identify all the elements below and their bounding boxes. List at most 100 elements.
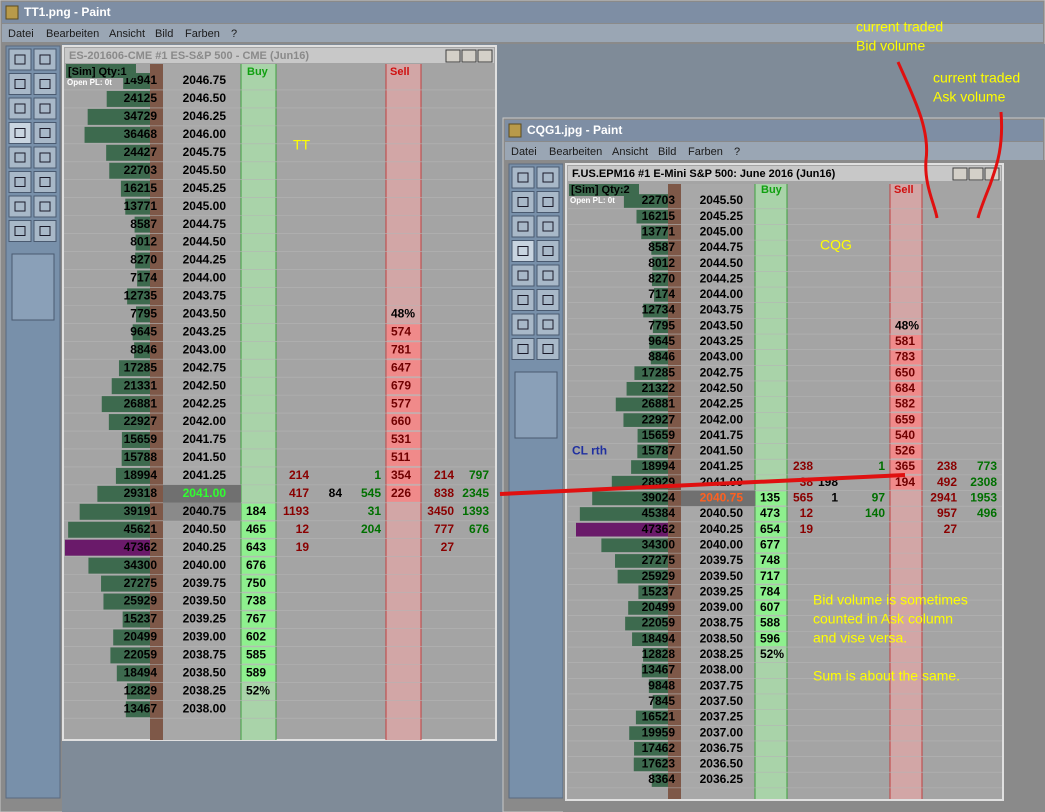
tool-button[interactable] xyxy=(536,264,560,287)
ladder-row: 8012 2044.50 xyxy=(568,256,1002,272)
menu-item[interactable]: Ansicht xyxy=(109,28,145,40)
volume-bar xyxy=(638,585,668,600)
tool-button[interactable] xyxy=(33,97,57,120)
traded-volume: 204 xyxy=(361,522,381,536)
traded-volume: 12 xyxy=(296,522,310,536)
price: 2040.75 xyxy=(183,504,227,518)
buy-cell xyxy=(756,632,786,647)
tool-button[interactable] xyxy=(8,97,32,120)
tool-button[interactable] xyxy=(33,146,57,169)
tool-button[interactable] xyxy=(511,338,535,360)
price: 2043.25 xyxy=(183,324,227,338)
tool-button[interactable] xyxy=(8,146,32,169)
tool-button[interactable] xyxy=(536,215,560,238)
buy-size: 738 xyxy=(246,594,266,608)
volume-bar xyxy=(633,757,668,772)
menu-item[interactable]: Farben xyxy=(185,28,220,40)
tool-button[interactable] xyxy=(33,195,57,218)
buy-size: 676 xyxy=(246,558,266,572)
menu-item[interactable]: Bild xyxy=(658,146,676,158)
volume: 17285 xyxy=(642,365,676,379)
price: 2039.25 xyxy=(183,612,227,626)
volume: 16215 xyxy=(642,209,676,223)
menu-item[interactable]: Ansicht xyxy=(612,146,648,158)
volume-bar xyxy=(636,209,668,224)
ladder-row: 16215 2045.25 xyxy=(64,180,495,198)
ladder-row: 12734 2043.75 xyxy=(568,303,1002,319)
volume-bar xyxy=(132,324,150,341)
tool-button[interactable] xyxy=(8,122,32,144)
price: 2046.25 xyxy=(183,109,227,123)
sell-cell xyxy=(891,444,921,459)
sell-size: 574 xyxy=(391,324,411,338)
buy-size: 643 xyxy=(246,540,266,554)
window-button[interactable] xyxy=(968,167,984,181)
window-button[interactable] xyxy=(461,49,477,63)
title-bar xyxy=(2,2,1043,23)
tool-button[interactable] xyxy=(8,48,32,71)
ladder-row: 18494 2038.50 596 xyxy=(568,631,1002,648)
tool-button[interactable] xyxy=(33,171,57,193)
tool-button[interactable] xyxy=(511,313,535,336)
traded-volume: 19 xyxy=(800,522,814,536)
tool-button[interactable] xyxy=(536,166,560,189)
tool-button[interactable] xyxy=(536,313,560,336)
traded-volume: 1 xyxy=(374,468,381,482)
window-button[interactable] xyxy=(477,49,493,63)
volume-bar xyxy=(576,522,668,537)
price: 2039.75 xyxy=(183,576,227,590)
tool-button[interactable] xyxy=(8,171,32,193)
tool-button[interactable] xyxy=(33,220,57,242)
tool-button[interactable] xyxy=(8,73,32,95)
volume-bar xyxy=(120,180,150,197)
menu-item[interactable]: Farben xyxy=(688,146,723,158)
volume: 39191 xyxy=(124,504,158,518)
tool-icon xyxy=(14,201,26,212)
tool-icon xyxy=(517,344,529,354)
tool-icon xyxy=(542,270,554,281)
tool-button[interactable] xyxy=(8,195,32,218)
tool-button[interactable] xyxy=(511,166,535,189)
tool-button[interactable] xyxy=(511,264,535,287)
menu-item[interactable]: Bearbeiten xyxy=(46,28,99,40)
menu-item[interactable]: ? xyxy=(231,28,237,40)
tool-button[interactable] xyxy=(511,289,535,311)
last-trade-highlight xyxy=(681,490,755,507)
menu-item[interactable]: Datei xyxy=(511,146,537,158)
annotation-text: and vise versa. xyxy=(813,630,907,646)
tool-button[interactable] xyxy=(536,338,560,360)
volume: 22927 xyxy=(642,412,676,426)
volume: 22927 xyxy=(124,414,158,428)
ladder-row: 15788 2041.50 511 xyxy=(64,449,495,468)
window-button[interactable] xyxy=(952,167,968,181)
tool-icon xyxy=(517,270,529,281)
buy-header-cell xyxy=(242,64,275,79)
tool-button[interactable] xyxy=(536,191,560,213)
tool-button[interactable] xyxy=(33,73,57,95)
price: 2039.50 xyxy=(183,594,227,608)
tool-button[interactable] xyxy=(536,289,560,311)
traded-volume: 797 xyxy=(469,468,489,482)
tool-button[interactable] xyxy=(8,220,32,242)
volume-bar xyxy=(651,773,668,787)
ladder-row: 17623 2036.50 xyxy=(568,757,1002,773)
tool-button[interactable] xyxy=(511,191,535,213)
tool-button[interactable] xyxy=(536,240,560,262)
menu-item[interactable]: Bild xyxy=(155,28,173,40)
sell-size: 365 xyxy=(895,459,915,473)
tool-button[interactable] xyxy=(33,122,57,144)
tool-button[interactable] xyxy=(33,48,57,71)
price: 2043.00 xyxy=(700,350,744,364)
volume: 8587 xyxy=(130,217,157,231)
open-pl: Open PL: 0t xyxy=(67,78,112,87)
menu-item[interactable]: Bearbeiten xyxy=(549,146,602,158)
menu-item[interactable]: ? xyxy=(734,146,740,158)
tool-button[interactable] xyxy=(511,215,535,238)
tool-button[interactable] xyxy=(511,240,535,262)
buy-cell xyxy=(242,539,275,556)
menu-item[interactable]: Datei xyxy=(8,28,34,40)
volume: 9645 xyxy=(648,334,675,348)
window-button[interactable] xyxy=(445,49,461,63)
